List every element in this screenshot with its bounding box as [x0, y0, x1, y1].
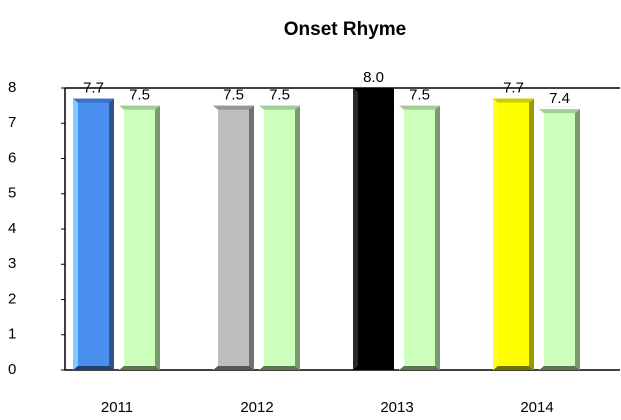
bar-face [399, 105, 440, 370]
bar-face [353, 88, 358, 370]
x-tick-label: 2013 [380, 399, 413, 416]
bar-face [575, 109, 580, 371]
bar-face [493, 98, 534, 103]
bar-face [73, 98, 114, 370]
bar [353, 88, 394, 370]
bar-face [529, 98, 534, 370]
bar-face [353, 88, 394, 92]
y-tick-label: 4 [8, 220, 16, 237]
bar-face [539, 109, 580, 114]
bar-face [119, 366, 160, 370]
value-label: 7.7 [83, 80, 104, 97]
bar [119, 105, 160, 370]
bar-face [73, 98, 114, 103]
y-tick-label: 0 [8, 361, 16, 378]
bar-face [259, 105, 264, 370]
bar-face [73, 366, 114, 370]
value-label: 7.5 [269, 87, 290, 104]
value-label: 7.5 [409, 87, 430, 104]
bar [539, 109, 580, 371]
bar-face [539, 366, 580, 370]
bar-face [399, 105, 404, 370]
bar [213, 105, 254, 370]
y-tick-label: 6 [8, 149, 16, 166]
bar-face [119, 105, 124, 370]
bar-face [73, 98, 78, 370]
value-label: 7.4 [549, 90, 570, 107]
value-label: 7.5 [223, 87, 244, 104]
y-tick-label: 7 [8, 114, 16, 131]
bar-face [493, 98, 534, 370]
bar-face [119, 105, 160, 110]
chart-title: Onset Rhyme [284, 19, 406, 40]
y-tick-label: 8 [8, 79, 16, 96]
x-tick-label: 2012 [240, 399, 273, 416]
bar-face [213, 105, 218, 370]
bar [259, 105, 300, 370]
bar-face [295, 105, 300, 370]
bar-face [493, 98, 498, 370]
bar-face [539, 109, 544, 371]
bar-face [539, 109, 580, 371]
x-tick-label: 2014 [520, 399, 553, 416]
bar-face [155, 105, 160, 370]
bar-face [399, 105, 440, 110]
bar-face [119, 105, 160, 370]
value-label: 7.5 [129, 87, 150, 104]
bar-face [109, 98, 114, 370]
bar-face [353, 88, 394, 370]
y-tick-label: 5 [8, 185, 16, 202]
bar [399, 105, 440, 370]
value-label: 8.0 [363, 69, 384, 86]
bar-face [389, 88, 394, 370]
y-tick-label: 2 [8, 290, 16, 307]
bar-face [493, 366, 534, 370]
bar [493, 98, 534, 370]
bar-face [259, 105, 300, 110]
bar [73, 98, 114, 370]
y-tick-label: 1 [8, 326, 16, 343]
bar-face [249, 105, 254, 370]
value-label: 7.7 [503, 80, 524, 97]
bar-face [353, 366, 394, 370]
bar-face [213, 105, 254, 370]
bar-face [213, 105, 254, 110]
x-tick-label: 2011 [101, 399, 133, 416]
bar-face [435, 105, 440, 370]
bar-face [213, 366, 254, 370]
bar-face [259, 366, 300, 370]
bar-face [259, 105, 300, 370]
y-tick-label: 3 [8, 255, 16, 272]
bar-face [399, 366, 440, 370]
